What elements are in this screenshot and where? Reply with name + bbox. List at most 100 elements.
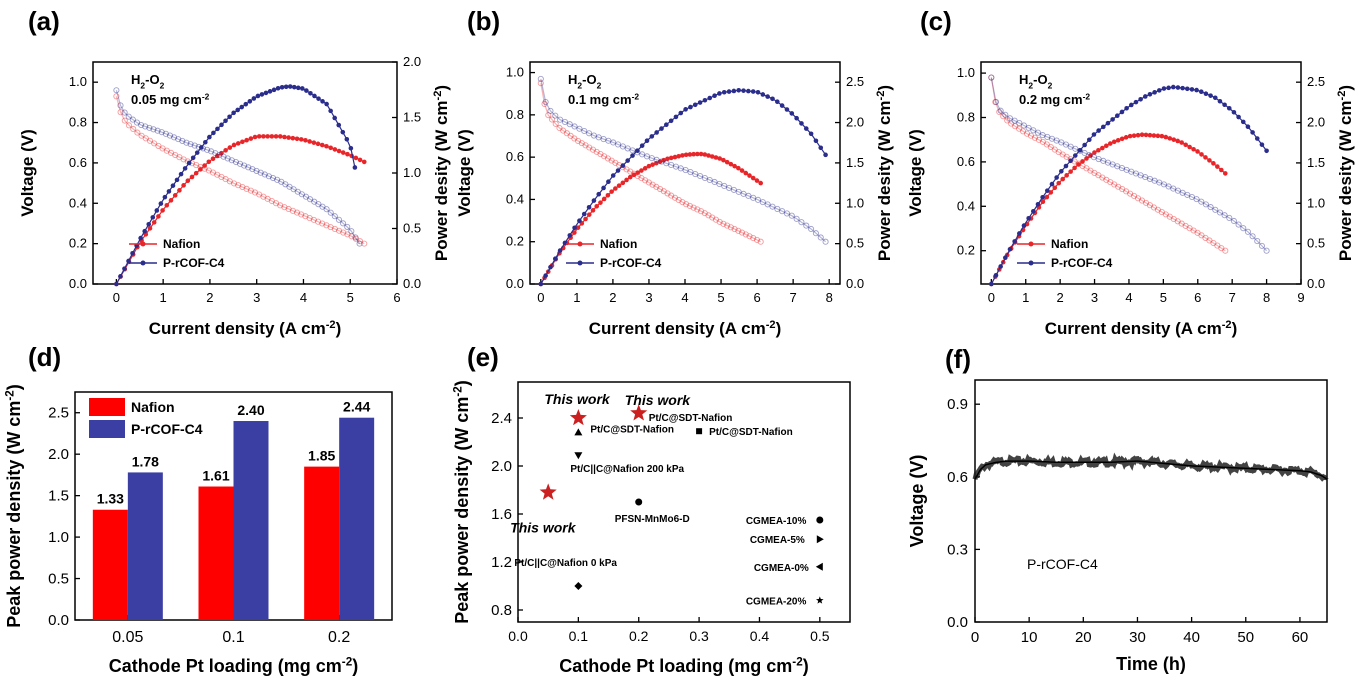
data-point [1166, 213, 1173, 220]
data-point [1096, 147, 1101, 153]
data-point [245, 164, 252, 171]
data-point [1090, 154, 1098, 161]
data-point [1123, 166, 1130, 173]
data-point [1156, 179, 1163, 186]
data-point [643, 153, 651, 160]
nafion-voltage-series [113, 93, 368, 247]
data-point [259, 92, 265, 97]
panel-c: (c) 0 1 2 3 4 5 6 7 8 9 0.2 0.4 0.6 0.8 1.0 0.0 0.5 1.0 1.5… [906, 6, 1355, 338]
data-point [1214, 242, 1221, 249]
data-point [658, 158, 665, 165]
data-point [798, 219, 805, 226]
data-point [646, 163, 652, 169]
data-point [639, 151, 646, 158]
data-point [1226, 105, 1232, 111]
data-point [1012, 239, 1017, 244]
data-point [150, 215, 156, 220]
data-point [686, 202, 693, 210]
data-point [1155, 133, 1161, 139]
data-point [298, 211, 305, 218]
data-point [138, 121, 145, 129]
rcof-power-line [540, 89, 827, 285]
y-tick-label: 0.4 [506, 191, 524, 206]
data-point [657, 185, 664, 193]
data-point [210, 156, 216, 162]
data-point [298, 137, 304, 142]
data-point [1162, 211, 1169, 218]
x-tick-label: 0 [537, 290, 544, 305]
data-point [1045, 188, 1050, 193]
data-point [332, 115, 337, 121]
data-point [702, 97, 708, 103]
data-point [677, 165, 684, 172]
data-point [577, 218, 582, 223]
data-point [593, 148, 600, 155]
panel-d: (d) 0.0 0.5 1.0 1.5 2.0 2.5 0.05 1.33 1.78 0.1 1.61… [4, 342, 393, 676]
legend-label: Nafion [600, 237, 637, 251]
data-point [340, 150, 346, 155]
data-point [717, 91, 722, 96]
data-point [1100, 145, 1105, 151]
data-point [1175, 138, 1181, 144]
data-point [212, 150, 219, 157]
data-point [294, 188, 301, 195]
data-point [625, 158, 630, 163]
data-point [208, 148, 215, 155]
data-point [803, 222, 810, 229]
data-point [1124, 105, 1129, 111]
data-point [713, 155, 719, 160]
loading-label: 0.05 mg cm-2 [131, 91, 210, 107]
data-point [1250, 130, 1255, 135]
data-point [538, 281, 544, 287]
y-tick-label: 1.5 [48, 488, 69, 505]
data-point [1206, 237, 1213, 244]
data-point [1174, 187, 1181, 194]
data-point [198, 167, 203, 172]
data-point [162, 194, 168, 200]
data-point [672, 163, 680, 170]
data-point [1189, 87, 1195, 92]
y2-tick-label: 0.0 [403, 276, 421, 291]
data-point [277, 202, 284, 209]
data-point [668, 192, 675, 199]
data-point [268, 197, 275, 205]
data-point [235, 182, 242, 189]
data-point [724, 159, 730, 165]
data-point [1143, 132, 1149, 138]
data-point [601, 185, 606, 191]
y2-tick-label: 1.5 [846, 155, 864, 170]
data-point [736, 165, 741, 171]
data-point [269, 134, 275, 139]
data-point [228, 157, 235, 164]
data-point [552, 120, 559, 127]
data-point [1100, 124, 1106, 130]
y2-tick-label: 1.5 [403, 110, 421, 125]
y-axis-label: Voltage (V) [18, 129, 37, 217]
data-point [1147, 132, 1153, 138]
x-tick-label: 4 [681, 290, 688, 305]
nafion-bar [92, 509, 128, 620]
data-point [168, 198, 174, 203]
data-point [1138, 96, 1143, 102]
data-point [1059, 168, 1064, 174]
data-point [818, 145, 824, 151]
data-point [648, 155, 655, 162]
data-point [590, 132, 597, 139]
data-point [331, 213, 338, 220]
data-point [750, 89, 756, 94]
data-point [275, 85, 281, 91]
data-point [244, 137, 249, 143]
y-tick-label: 0.0 [947, 614, 968, 631]
data-point [1115, 137, 1121, 143]
rcof-voltage-series [537, 75, 829, 245]
data-point [1203, 155, 1208, 160]
x-tick-label: 5 [717, 290, 724, 305]
data-point [125, 122, 133, 129]
point-label: This work [625, 392, 692, 408]
data-point [264, 195, 271, 202]
data-point [663, 160, 670, 167]
data-point [186, 160, 192, 166]
data-point [1039, 132, 1046, 139]
data-point [1095, 172, 1102, 179]
data-point [1167, 136, 1173, 141]
